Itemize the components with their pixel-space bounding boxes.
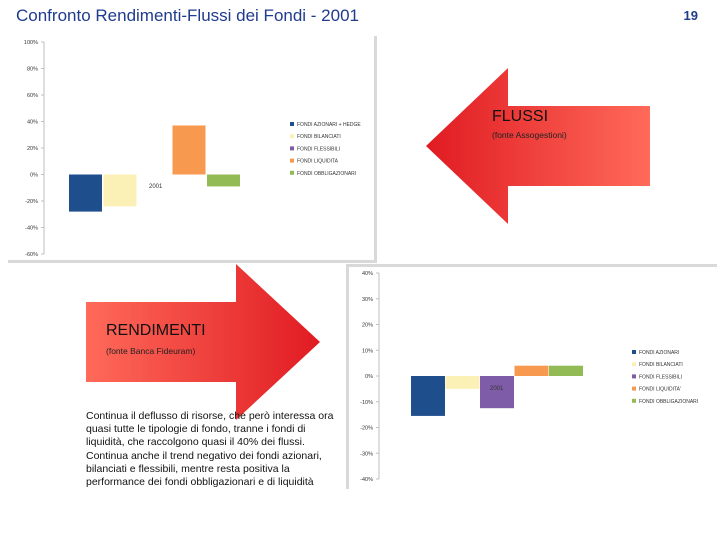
legend-swatch [290, 146, 294, 151]
y-tick-label: 0% [365, 374, 373, 380]
legend-label: FONDI BILANCIATI [297, 134, 341, 140]
body-line: liquidità, che raccolgono quasi il 40% d… [86, 436, 305, 449]
legend-swatch [632, 350, 636, 354]
y-tick-label: 0% [30, 173, 38, 179]
legend-swatch [632, 386, 636, 391]
bar-5 [549, 365, 583, 376]
y-tick-label: 80% [27, 67, 38, 73]
legend-swatch [290, 158, 294, 163]
page-title: Confronto Rendimenti-Flussi dei Fondi - … [16, 6, 360, 25]
bar-3 [480, 376, 514, 409]
flussi-source: (fonte Assogestioni) [492, 130, 567, 140]
bar-1 [69, 174, 102, 212]
body-line: bilanciati e flessibili, mentre resta po… [86, 462, 290, 475]
rendimenti-arrow [86, 264, 320, 420]
y-tick-label: -20% [360, 426, 373, 432]
flussi-chart-panel: 100% 80% 60% 40% 20% 0% -20% -40% -60% FONDI AZIO… [8, 36, 377, 263]
legend-swatch [632, 362, 636, 367]
bar-5 [207, 174, 240, 187]
page-number: 19 [683, 8, 698, 23]
legend-label: FONDI BILANCIATI [639, 362, 683, 368]
y-tick-label: 20% [362, 323, 373, 329]
legend-swatch [632, 398, 636, 403]
legend-swatch [290, 170, 294, 175]
legend-label: FONDI OBBLIGAZIONARI [639, 399, 698, 405]
flussi-chart: 100% 80% 60% 40% 20% 0% -20% -40% -60% FONDI AZIO… [24, 40, 362, 258]
legend-swatch [632, 374, 636, 379]
body-line: performance dei fondi obbligazionari e d… [86, 476, 314, 489]
legend-label: FONDI LIQUIDITA' [639, 387, 681, 393]
bar-1 [411, 376, 445, 416]
body-text: Continua il deflusso di risorse, che per… [86, 410, 348, 489]
flussi-label: FLUSSI [492, 108, 549, 125]
y-tick-label: -60% [25, 252, 38, 258]
y-tick-label: -10% [360, 400, 373, 406]
body-line: Continua anche il trend negativo dei fon… [86, 449, 322, 462]
category-label: 2001 [490, 386, 504, 392]
rendimenti-label: RENDIMENTI [106, 322, 206, 339]
y-tick-label: -30% [360, 451, 373, 457]
legend-swatch [290, 134, 294, 139]
legend-swatch [290, 122, 294, 126]
y-tick-label: -20% [25, 199, 38, 205]
bar-2 [445, 376, 480, 389]
category-label: 2001 [149, 184, 163, 190]
y-tick-label: 60% [27, 93, 38, 99]
y-tick-label: -40% [360, 477, 373, 483]
legend-label: FONDI OBBLIGAZIONARI [297, 171, 356, 177]
y-tick-label: -40% [25, 226, 38, 232]
y-tick-label: 40% [362, 271, 373, 277]
bar-4 [514, 365, 549, 376]
legend-label: FONDI LIQUIDITA [297, 159, 339, 165]
body-line: quasi tutte le tipologie di fondo, trann… [86, 423, 306, 436]
rendimenti-chart-panel: 40% 30% 20% 10% 0% -10% -20% -30% -40% FONDI AZIO… [346, 264, 717, 489]
legend-label: FONDI FLESSIBILI [639, 374, 682, 380]
bar-4 [172, 125, 206, 175]
legend-label: FONDI AZIONARI [639, 350, 679, 356]
rendimenti-source: (fonte Banca Fideuram) [106, 346, 196, 356]
flussi-arrow [426, 68, 650, 224]
body-line: Continua il deflusso di risorse, che per… [86, 410, 334, 422]
y-tick-label: 20% [27, 146, 38, 152]
y-tick-label: 30% [362, 297, 373, 303]
legend-label: FONDI AZIONARI + HEDGE [297, 122, 361, 128]
legend-label: FONDI FLESSIBILI [297, 146, 340, 152]
y-tick-label: 10% [362, 348, 373, 354]
rendimenti-chart: 40% 30% 20% 10% 0% -10% -20% -30% -40% FONDI AZIO… [360, 271, 698, 483]
y-tick-label: 100% [24, 40, 38, 46]
y-tick-label: 40% [27, 120, 38, 126]
bar-2 [103, 174, 137, 207]
